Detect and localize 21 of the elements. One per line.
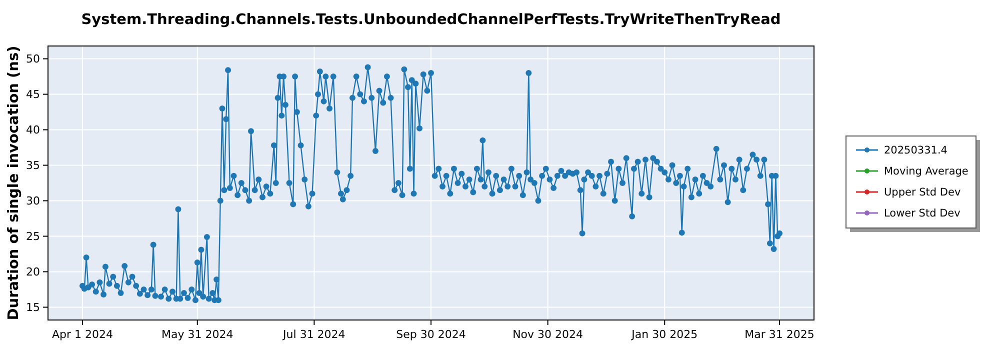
y-tick-label: 20 bbox=[26, 266, 40, 279]
x-tick-label: Jul 31 2024 bbox=[282, 328, 346, 341]
y-tick-label: 45 bbox=[26, 88, 40, 102]
legend-label: Moving Average bbox=[884, 166, 968, 178]
y-tick-label: 35 bbox=[26, 159, 40, 172]
legend-label: Lower Std Dev bbox=[884, 208, 960, 220]
y-axis-title: Duration of single invocation (ns) bbox=[6, 46, 22, 320]
x-tick-label: Apr 1 2024 bbox=[52, 328, 113, 341]
y-tick-label: 50 bbox=[26, 52, 40, 66]
legend-label: Upper Std Dev bbox=[884, 186, 961, 199]
chart-title: System.Threading.Channels.Tests.UnboundedChannelPerfTests.TryWriteThenTryRead bbox=[81, 12, 781, 28]
y-tick-label: 15 bbox=[26, 301, 40, 314]
y-tick-label: 30 bbox=[26, 194, 40, 208]
y-tick-label: 40 bbox=[26, 124, 40, 137]
x-tick-label: May 31 2024 bbox=[162, 328, 234, 341]
x-tick-label: Sep 30 2024 bbox=[396, 328, 466, 341]
x-tick-label: Mar 31 2025 bbox=[744, 328, 814, 341]
legend-label: 20250331.4 bbox=[884, 144, 948, 157]
x-tick-label: Nov 30 2024 bbox=[512, 328, 584, 341]
x-tick-label: Jan 30 2025 bbox=[630, 328, 698, 341]
y-tick-label: 25 bbox=[26, 230, 40, 244]
